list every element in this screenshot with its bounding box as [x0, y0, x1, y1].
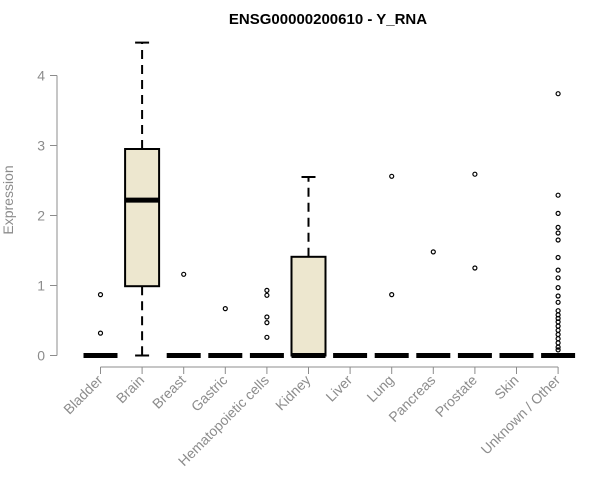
outlier-point — [555, 347, 561, 353]
outlier-point — [555, 285, 561, 291]
x-tick-label: Prostate — [432, 372, 480, 420]
outlier-point — [222, 306, 228, 312]
outlier-point — [472, 265, 478, 271]
x-tick-label: Brain — [113, 372, 147, 406]
outlier-point — [97, 330, 104, 336]
outlier-point — [555, 327, 561, 333]
outlier-point — [555, 192, 561, 198]
y-tick-label: 0 — [37, 348, 45, 364]
y-tick-label: 4 — [37, 68, 45, 84]
boxes — [83, 41, 576, 358]
outlier-point — [97, 292, 104, 298]
box-group — [541, 91, 576, 358]
outlier-point — [555, 331, 561, 338]
outlier-point — [555, 210, 561, 216]
box-group — [374, 173, 409, 358]
box-group — [166, 271, 201, 358]
outlier-point — [472, 171, 478, 177]
x-tick-label: Skin — [491, 372, 522, 403]
outlier-point — [264, 320, 270, 326]
outlier-point — [555, 344, 561, 350]
x-tick-label: Kidney — [272, 372, 314, 414]
x-tick-label: Lung — [363, 372, 396, 405]
outlier-point — [555, 275, 561, 281]
y-tick-label: 2 — [37, 208, 45, 224]
box-iqr — [290, 255, 327, 357]
box-group — [457, 171, 492, 358]
outlier-point — [389, 292, 395, 298]
box-group — [208, 306, 243, 358]
box-group — [83, 292, 118, 358]
outlier-point — [555, 224, 561, 230]
box-group — [124, 41, 161, 357]
outlier-point — [555, 267, 561, 273]
outlier-point — [181, 271, 187, 277]
outlier-point — [555, 91, 561, 97]
outlier-point — [264, 287, 270, 293]
outlier-point — [555, 293, 561, 299]
y-tick-label: 3 — [37, 138, 45, 154]
outlier-point — [555, 299, 561, 305]
outlier-point — [430, 249, 436, 255]
outlier-point — [264, 314, 270, 320]
box-group — [249, 287, 284, 358]
chart-title: ENSG00000200610 - Y_RNA — [229, 11, 427, 28]
outlier-point — [555, 340, 561, 346]
x-tick-label: Liver — [322, 372, 355, 405]
x-tick-label: Breast — [149, 372, 189, 412]
outlier-point — [555, 336, 561, 342]
outlier-point — [555, 230, 561, 236]
x-tick-label: Bladder — [60, 372, 106, 418]
outlier-point — [555, 254, 561, 261]
box-iqr — [124, 148, 161, 288]
x-tick-label: Unknown / Other — [478, 372, 564, 458]
outlier-point — [555, 237, 561, 243]
outlier-point — [555, 323, 561, 329]
box-group — [290, 176, 327, 358]
outlier-point — [264, 292, 270, 298]
outlier-point — [264, 334, 270, 340]
outlier-point — [389, 173, 395, 179]
y-axis-label: Expression — [0, 165, 16, 234]
y-tick-label: 1 — [37, 278, 45, 294]
box-group — [416, 249, 451, 358]
outlier-point — [555, 308, 561, 314]
